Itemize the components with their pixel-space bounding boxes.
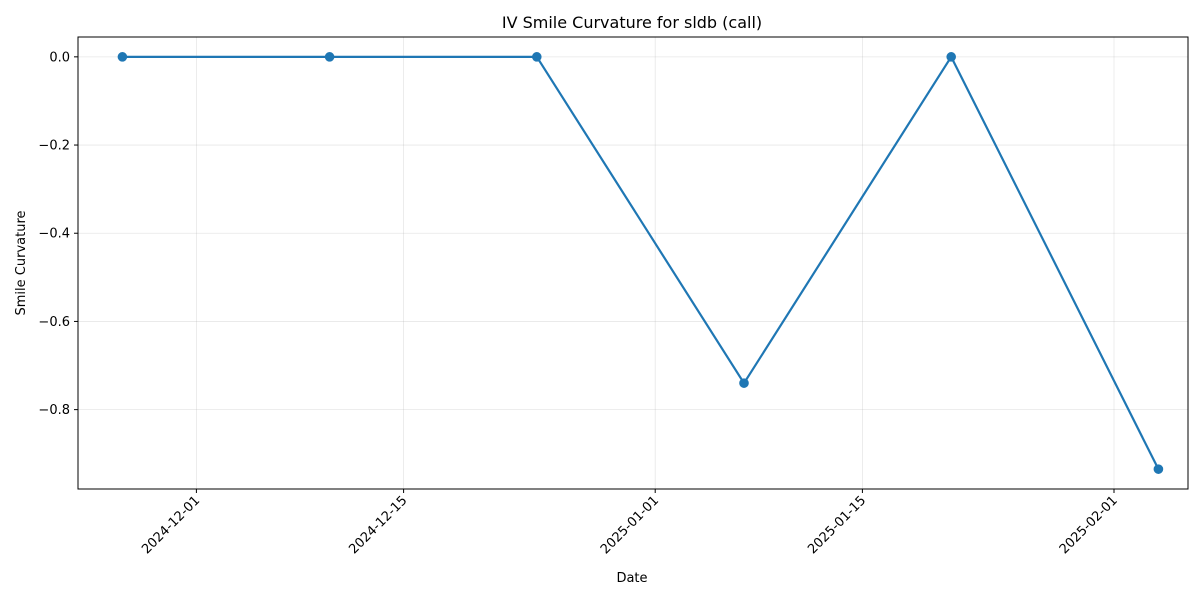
data-point — [1153, 464, 1164, 474]
y-tick-label: −0.6 — [38, 315, 70, 330]
y-axis: 0.0 −0.2 −0.4 −0.6 −0.8 — [38, 50, 78, 418]
x-tick-label: 2025-01-15 — [805, 493, 869, 557]
series-line — [122, 55, 1160, 470]
x-tick-label: 2025-02-01 — [1057, 493, 1121, 557]
data-point — [532, 52, 542, 62]
chart-title: IV Smile Curvature for sldb (call) — [502, 13, 762, 32]
series-layer — [117, 52, 1164, 474]
x-tick-label: 2024-12-01 — [139, 493, 203, 557]
x-axis: 2024-12-01 2024-12-15 2025-01-01 2025-01-15… — [139, 489, 1121, 557]
x-tick-label: 2024-12-15 — [346, 493, 410, 557]
data-point — [324, 52, 335, 62]
plot-frame — [77, 36, 1189, 490]
data-point — [739, 378, 749, 388]
y-axis-label: Smile Curvature — [14, 211, 29, 316]
x-tick-label: 2025-01-01 — [598, 493, 662, 557]
y-tick-label: −0.4 — [38, 227, 70, 242]
y-tick-label: 0.0 — [49, 50, 70, 65]
data-point — [946, 52, 956, 62]
grid — [78, 37, 1188, 489]
x-axis-label: Date — [616, 571, 647, 586]
data-point — [117, 52, 128, 62]
y-tick-label: −0.8 — [38, 403, 70, 418]
y-tick-label: −0.2 — [38, 139, 70, 154]
